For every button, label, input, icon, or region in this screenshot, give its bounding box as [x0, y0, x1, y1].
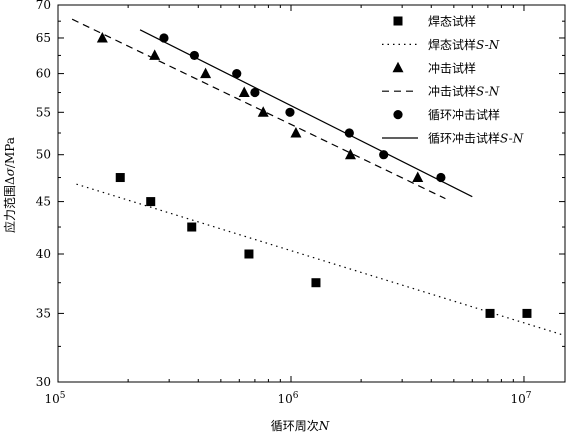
data-point-circle — [436, 172, 446, 183]
data-point-square — [244, 249, 254, 259]
data-point-triangle — [96, 31, 108, 43]
legend-marker-circle — [393, 110, 403, 120]
legend-label: 冲击试样 — [428, 60, 476, 75]
data-point-circle — [285, 107, 295, 117]
x-tick-label: 106 — [277, 391, 298, 406]
legend-marker-square — [393, 16, 403, 26]
x-tick-label: 105 — [44, 391, 65, 406]
y-tick-label: 50 — [36, 148, 51, 162]
x-axis-title: 循环周次N — [271, 419, 330, 433]
y-tick-label: 45 — [36, 195, 51, 209]
axis-ticks: 105 106 107 30 35 40 45 50 55 60 65 70 — [36, 0, 565, 406]
legend-label: 冲击试样S-N — [428, 84, 500, 99]
data-point-square — [522, 308, 532, 318]
data-point-square — [187, 222, 197, 232]
fit-lines — [71, 18, 566, 337]
legend-label: 循环冲击试样S-N — [428, 131, 524, 146]
x-tick-label: 107 — [510, 391, 531, 406]
data-point-triangle — [200, 67, 212, 79]
data-point-circle — [232, 68, 242, 79]
data-point-circle — [379, 150, 389, 160]
data-point-circle — [250, 87, 260, 98]
data-point-square — [311, 278, 321, 288]
y-tick-label: 55 — [36, 105, 51, 119]
data-point-square — [485, 308, 495, 318]
data-point-square — [146, 197, 156, 207]
data-points — [96, 31, 532, 318]
y-tick-label: 40 — [36, 247, 51, 261]
data-point-circle — [344, 128, 354, 138]
plot-frame — [57, 4, 566, 383]
legend-label: 循环冲击试样 — [428, 107, 500, 122]
data-point-triangle — [238, 86, 250, 98]
y-tick-label: 35 — [36, 306, 51, 320]
data-point-triangle — [344, 148, 356, 160]
y-axis-title: 应力范围Δσ/MPa — [2, 137, 17, 233]
legend-marker-triangle — [392, 61, 404, 73]
y-tick-label: 65 — [36, 31, 51, 45]
legend-label: 焊态试样S-N — [428, 37, 500, 52]
data-point-triangle — [257, 106, 269, 117]
data-point-triangle — [412, 171, 424, 183]
y-tick-label: 70 — [36, 0, 51, 12]
y-tick-label: 60 — [36, 67, 51, 81]
sn-fit-line — [71, 18, 446, 200]
data-point-triangle — [290, 127, 302, 138]
data-point-circle — [189, 50, 200, 61]
legend-label: 焊态试样 — [428, 14, 476, 29]
data-point-triangle — [149, 49, 161, 60]
data-point-square — [115, 173, 125, 183]
data-point-circle — [159, 33, 169, 43]
y-tick-label: 30 — [36, 375, 51, 389]
